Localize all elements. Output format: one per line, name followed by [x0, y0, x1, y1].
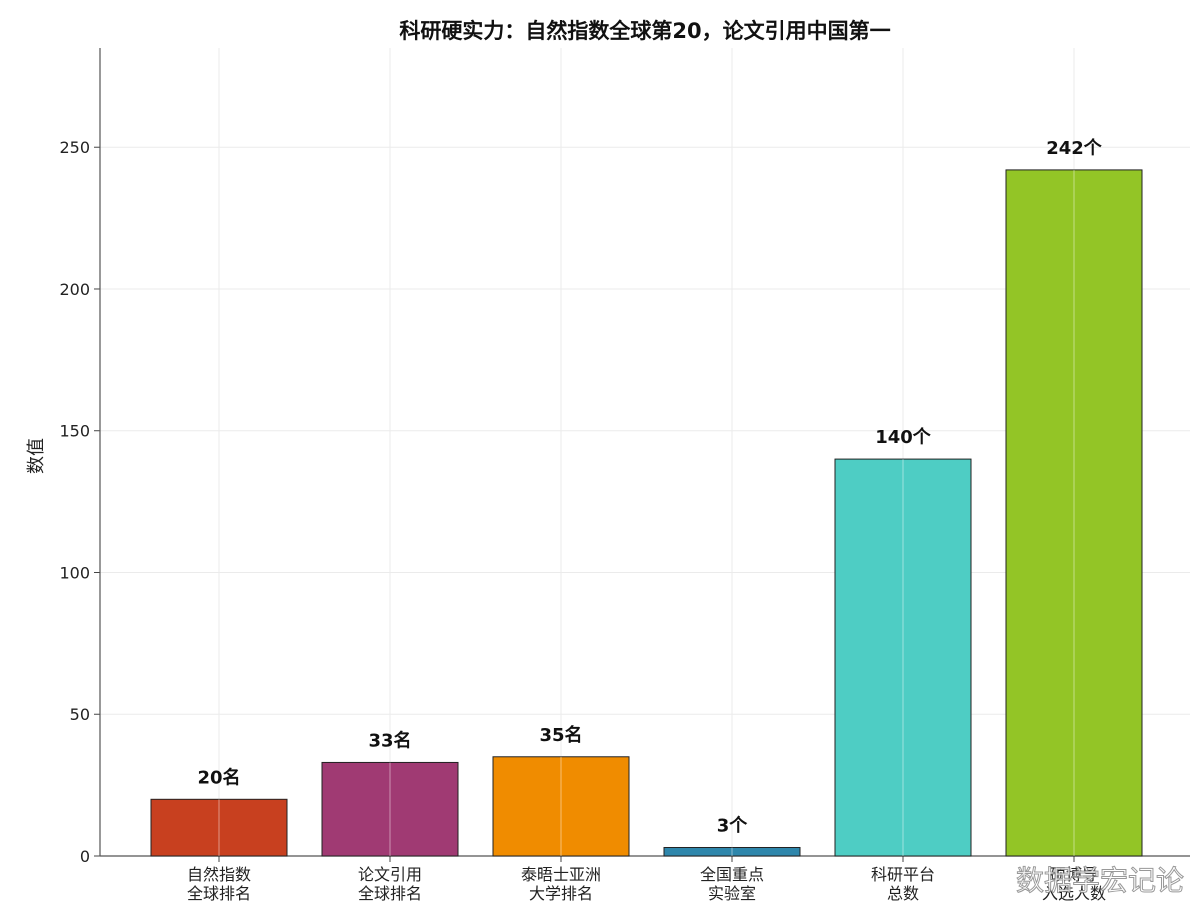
data-labels: 20名 33名 35名 3个 140个 242个 [197, 137, 1102, 837]
x-tick-label: 入选人数 [1042, 884, 1106, 903]
x-tick-label: 实验室 [708, 884, 756, 903]
bar [663, 846, 801, 857]
data-label: 33名 [368, 729, 411, 751]
bar [1005, 169, 1143, 857]
axes: 050100150200250自然指数全球排名论文引用全球排名泰晤士亚洲大学排名… [59, 48, 1190, 903]
watermark: 数据学宏记论 [1016, 864, 1184, 897]
data-label: 20名 [197, 766, 240, 788]
data-label: 242个 [1046, 137, 1103, 159]
y-tick-label: 250 [59, 138, 90, 157]
y-tick-label: 50 [70, 705, 90, 724]
data-label: 35名 [539, 724, 582, 746]
bar [150, 798, 288, 857]
bar [492, 756, 630, 857]
x-tick-label: 泰晤士亚洲 [521, 865, 601, 884]
x-tick-label: 全球排名 [187, 884, 251, 903]
y-tick-label: 200 [59, 280, 90, 299]
y-tick-label: 150 [59, 422, 90, 441]
x-tick-label: 论文引用 [358, 865, 422, 884]
x-tick-label: 科研平台 [871, 865, 935, 884]
x-tick-label: 全球排名 [358, 884, 422, 903]
bars [150, 169, 1143, 857]
bar [834, 458, 972, 857]
bar [321, 761, 459, 857]
y-tick-label: 0 [80, 847, 90, 866]
data-label: 3个 [717, 814, 749, 836]
x-tick-label: 全国重点 [700, 865, 764, 884]
chart-title: 科研硬实力：自然指数全球第20，论文引用中国第一 [399, 19, 890, 43]
y-tick-label: 100 [59, 563, 90, 582]
x-tick-label: 硕博导 [1050, 865, 1098, 884]
x-tick-label: 总数 [887, 884, 919, 903]
y-axis-label: 数值 [26, 438, 47, 474]
x-tick-label: 大学排名 [529, 884, 593, 903]
x-tick-label: 自然指数 [187, 865, 251, 884]
data-label: 140个 [875, 426, 932, 448]
